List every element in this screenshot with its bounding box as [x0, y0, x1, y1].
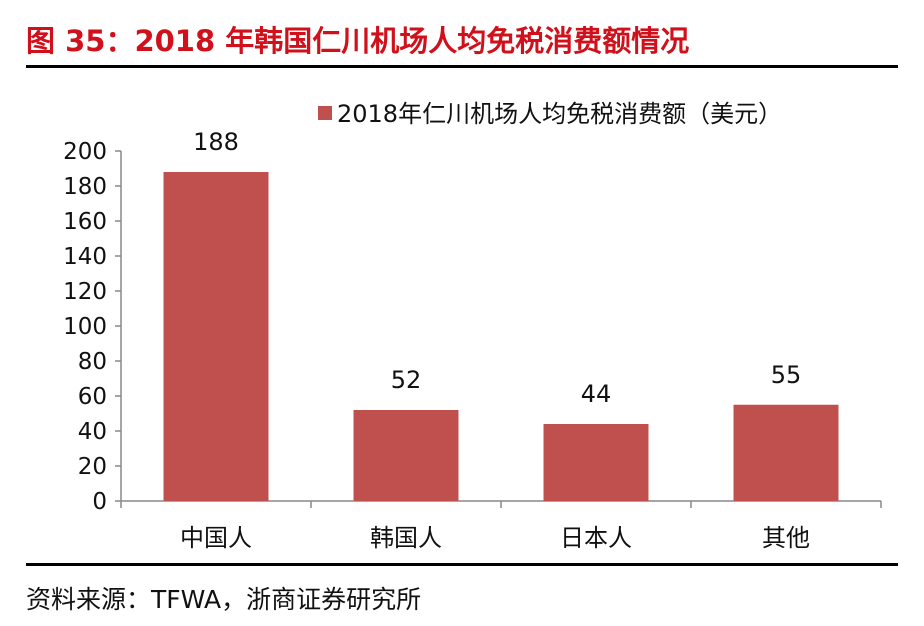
- bar: [733, 404, 839, 501]
- bar: [543, 424, 649, 501]
- legend-swatch: [318, 106, 332, 120]
- y-tick-label: 0: [92, 489, 107, 515]
- bar: [163, 172, 269, 501]
- source-note: 资料来源：TFWA，浙商证券研究所: [26, 585, 422, 614]
- bar: [353, 410, 459, 501]
- y-tick-label: 20: [78, 454, 107, 480]
- bottom-rule: [26, 563, 898, 566]
- y-tick-label: 100: [63, 314, 107, 340]
- y-tick-label: 200: [63, 139, 107, 165]
- data-label: 188: [193, 128, 239, 156]
- y-tick-label: 180: [63, 174, 107, 200]
- data-label: 55: [771, 361, 802, 389]
- y-tick-label: 60: [78, 384, 107, 410]
- y-tick-label: 140: [63, 244, 107, 270]
- x-tick-label: 日本人: [560, 524, 632, 552]
- y-tick-label: 40: [78, 419, 107, 445]
- y-tick-label: 160: [63, 209, 107, 235]
- legend-label: 2018年仁川机场人均免税消费额（美元）: [337, 100, 782, 128]
- x-tick-label: 中国人: [180, 524, 252, 552]
- data-label: 52: [391, 366, 422, 394]
- x-tick-label: 韩国人: [370, 524, 442, 552]
- top-rule: [26, 65, 898, 68]
- figure-title: 图 35：2018 年韩国仁川机场人均免税消费额情况: [26, 24, 690, 58]
- x-tick-label: 其他: [762, 524, 810, 552]
- data-label: 44: [581, 380, 612, 408]
- y-tick-label: 80: [78, 349, 107, 375]
- y-tick-label: 120: [63, 279, 107, 305]
